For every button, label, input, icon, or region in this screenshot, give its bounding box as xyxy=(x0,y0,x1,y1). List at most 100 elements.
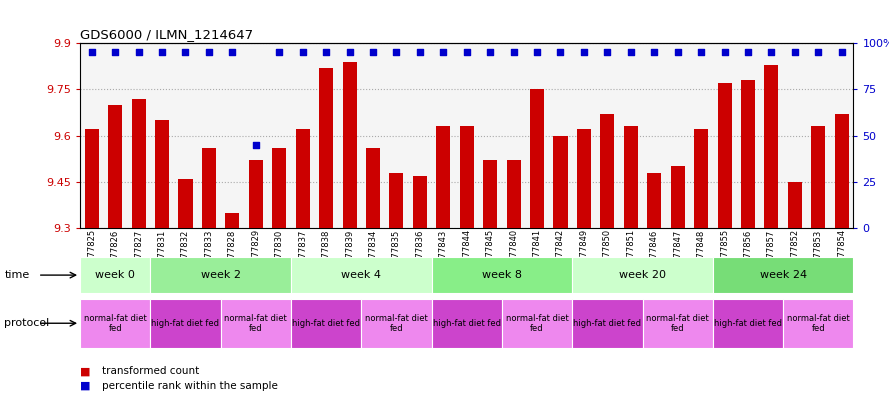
Bar xyxy=(319,68,333,228)
Bar xyxy=(179,179,193,228)
Point xyxy=(483,49,497,55)
Bar xyxy=(741,80,755,228)
Point xyxy=(202,49,216,55)
Text: week 2: week 2 xyxy=(201,270,241,280)
Bar xyxy=(643,299,713,348)
Bar xyxy=(765,65,779,228)
Text: protocol: protocol xyxy=(4,318,50,328)
Text: ■: ■ xyxy=(80,381,91,391)
Bar xyxy=(788,182,802,228)
Text: percentile rank within the sample: percentile rank within the sample xyxy=(102,381,278,391)
Bar xyxy=(220,299,291,348)
Bar xyxy=(150,257,291,293)
Point xyxy=(319,49,333,55)
Text: normal-fat diet
fed: normal-fat diet fed xyxy=(646,314,709,333)
Point xyxy=(788,49,802,55)
Bar xyxy=(150,299,220,348)
Bar xyxy=(554,136,567,228)
Bar xyxy=(361,299,431,348)
Point xyxy=(600,49,614,55)
Text: normal-fat diet
fed: normal-fat diet fed xyxy=(365,314,428,333)
Bar xyxy=(412,176,427,228)
Bar xyxy=(249,160,263,228)
Bar xyxy=(624,126,637,228)
Text: normal-fat diet
fed: normal-fat diet fed xyxy=(84,314,147,333)
Point xyxy=(295,49,309,55)
Point xyxy=(249,142,263,148)
Bar xyxy=(713,299,783,348)
Text: week 8: week 8 xyxy=(482,270,522,280)
Bar xyxy=(577,129,591,228)
Bar xyxy=(835,114,849,228)
Point xyxy=(389,49,404,55)
Point xyxy=(624,49,638,55)
Text: high-fat diet fed: high-fat diet fed xyxy=(573,319,641,328)
Bar xyxy=(502,299,573,348)
Point xyxy=(741,49,755,55)
Bar xyxy=(600,114,614,228)
Bar xyxy=(483,160,497,228)
Text: normal-fat diet
fed: normal-fat diet fed xyxy=(506,314,568,333)
Text: week 24: week 24 xyxy=(759,270,806,280)
Bar xyxy=(713,257,853,293)
Point xyxy=(412,49,427,55)
Bar xyxy=(132,99,146,228)
Point xyxy=(647,49,661,55)
Point xyxy=(436,49,451,55)
Text: ■: ■ xyxy=(80,366,91,376)
Point xyxy=(811,49,825,55)
Text: high-fat diet fed: high-fat diet fed xyxy=(292,319,360,328)
Text: normal-fat diet
fed: normal-fat diet fed xyxy=(224,314,287,333)
Point xyxy=(84,49,99,55)
Bar xyxy=(647,173,661,228)
Text: transformed count: transformed count xyxy=(102,366,199,376)
Bar xyxy=(80,299,150,348)
Bar xyxy=(717,83,732,228)
Text: high-fat diet fed: high-fat diet fed xyxy=(151,319,220,328)
Bar xyxy=(460,126,474,228)
Point xyxy=(108,49,123,55)
Point xyxy=(460,49,474,55)
Point xyxy=(717,49,732,55)
Bar xyxy=(296,129,309,228)
Point xyxy=(132,49,146,55)
Bar xyxy=(694,129,709,228)
Bar xyxy=(436,126,451,228)
Bar xyxy=(670,166,685,228)
Bar xyxy=(291,299,361,348)
Point xyxy=(577,49,591,55)
Bar xyxy=(431,257,573,293)
Bar xyxy=(108,105,122,228)
Text: week 20: week 20 xyxy=(619,270,666,280)
Bar xyxy=(812,126,825,228)
Point xyxy=(179,49,193,55)
Text: high-fat diet fed: high-fat diet fed xyxy=(714,319,782,328)
Bar xyxy=(507,160,521,228)
Point xyxy=(272,49,286,55)
Bar xyxy=(291,257,431,293)
Text: high-fat diet fed: high-fat diet fed xyxy=(433,319,501,328)
Text: week 4: week 4 xyxy=(341,270,381,280)
Text: time: time xyxy=(4,270,29,280)
Point xyxy=(225,49,239,55)
Bar xyxy=(202,148,216,228)
Bar xyxy=(84,129,99,228)
Point xyxy=(155,49,169,55)
Bar xyxy=(389,173,404,228)
Point xyxy=(342,49,356,55)
Text: normal-fat diet
fed: normal-fat diet fed xyxy=(787,314,850,333)
Point xyxy=(694,49,709,55)
Point xyxy=(366,49,380,55)
Bar xyxy=(573,257,713,293)
Bar xyxy=(80,257,150,293)
Point xyxy=(835,49,849,55)
Bar xyxy=(225,213,239,228)
Bar xyxy=(783,299,853,348)
Bar xyxy=(272,148,286,228)
Bar xyxy=(155,120,169,228)
Bar xyxy=(530,90,544,228)
Text: GDS6000 / ILMN_1214647: GDS6000 / ILMN_1214647 xyxy=(80,28,253,40)
Point xyxy=(553,49,567,55)
Text: week 0: week 0 xyxy=(95,270,135,280)
Bar xyxy=(366,148,380,228)
